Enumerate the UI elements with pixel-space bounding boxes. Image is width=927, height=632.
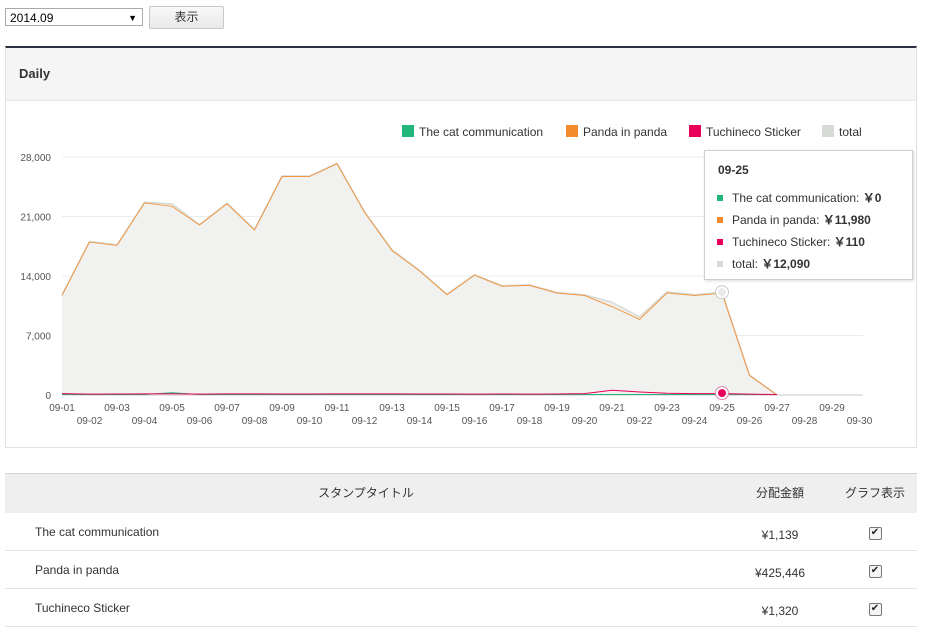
tooltip-row-panda: Panda in panda: ￥11,980 — [717, 211, 871, 228]
x-tick-label: 09-11 — [325, 403, 350, 414]
x-tick-label: 09-05 — [159, 403, 185, 414]
x-tick-label: 09-23 — [654, 403, 680, 414]
legend-swatch — [402, 125, 414, 137]
x-tick-label: 09-30 — [847, 416, 873, 427]
x-tick-label: 09-07 — [214, 403, 240, 414]
total-highlight-marker — [716, 286, 728, 299]
header-stamp-title: スタンプタイトル — [318, 486, 414, 500]
tooltip-value: ￥0 — [862, 191, 882, 205]
x-tick-label: 09-12 — [352, 416, 378, 427]
graph-toggle-checkbox[interactable]: ✔ — [868, 602, 882, 616]
y-tick-label: 21,000 — [20, 213, 51, 224]
x-tick-label: 09-22 — [627, 416, 653, 427]
x-tick-label: 09-27 — [764, 403, 790, 414]
show-button[interactable]: 表示 — [149, 5, 224, 29]
legend-label: The cat communication — [419, 125, 543, 139]
x-tick-label: 09-01 — [49, 403, 75, 414]
tooltip-row-cat: The cat communication: ￥0 — [717, 189, 881, 206]
x-tick-label: 09-13 — [379, 403, 405, 414]
tooltip-label: Tuchineco Sticker: — [732, 235, 831, 249]
x-tick-label: 09-28 — [792, 416, 818, 427]
graph-toggle-checkbox[interactable]: ✔ — [868, 564, 882, 578]
table-row: Tuchineco Sticker ¥1,320 ✔ — [5, 589, 917, 627]
y-tick-label: 0 — [45, 391, 51, 402]
daily-chart-panel: Daily 28,000 21,000 14,000 7,000 0 09-01 09-03… — [5, 46, 917, 448]
tooltip-value: ￥110 — [833, 235, 865, 249]
x-tick-label: 09-20 — [572, 416, 598, 427]
x-tick-label: 09-02 — [77, 416, 103, 427]
tooltip-row-total: total: ￥12,090 — [717, 255, 810, 272]
cat-color-dot — [717, 194, 723, 201]
month-select-value: 2014.09 — [10, 11, 54, 25]
x-tick-label: 09-26 — [737, 416, 763, 427]
total-highlight-ring — [715, 285, 729, 300]
table-row: The cat communication ¥1,139 ✔ — [5, 513, 917, 551]
toolbar: 2014.09 ▼ 表示 — [5, 5, 224, 29]
row-amount: ¥1,139 — [761, 527, 799, 542]
tooltip-date: 09-25 — [718, 163, 749, 177]
header-graph: グラフ表示 — [844, 486, 905, 500]
tuchineco-color-dot — [717, 238, 723, 245]
cat-series-line — [62, 392, 777, 395]
row-title: Tuchineco Sticker — [35, 600, 130, 615]
x-tick-label: 09-08 — [242, 416, 268, 427]
x-tick-label: 09-09 — [269, 403, 295, 414]
tooltip-label: total: — [732, 257, 759, 271]
row-amount: ¥425,446 — [754, 565, 806, 580]
y-tick-label: 7,000 — [26, 332, 51, 343]
x-tick-label: 09-04 — [132, 416, 158, 427]
x-tick-label: 09-15 — [434, 403, 460, 414]
table-header: スタンプタイトル 分配金額 グラフ表示 — [5, 474, 917, 513]
month-select[interactable]: 2014.09 ▼ — [5, 8, 143, 26]
header-amount: 分配金額 — [755, 486, 804, 500]
tuchineco-highlight-ring — [715, 386, 729, 401]
x-tick-label: 09-16 — [462, 416, 488, 427]
legend-label: total — [839, 125, 862, 139]
tooltip-label: The cat communication: — [732, 191, 860, 205]
panel-title: Daily — [6, 48, 916, 101]
legend-label: Panda in panda — [583, 125, 667, 139]
y-tick-label: 28,000 — [20, 153, 51, 164]
row-amount: ¥1,320 — [761, 603, 799, 618]
x-tick-label: 09-19 — [544, 403, 570, 414]
legend-swatch — [566, 125, 578, 137]
tuchineco-highlight-marker — [716, 387, 728, 400]
x-tick-label: 09-25 — [709, 403, 735, 414]
tooltip-row-tuchineco: Tuchineco Sticker: ￥110 — [717, 233, 865, 250]
graph-toggle-checkbox[interactable]: ✔ — [868, 526, 882, 540]
legend-swatch — [689, 125, 701, 137]
tooltip-value: ￥11,980 — [822, 213, 871, 227]
y-tick-label: 14,000 — [20, 272, 51, 283]
x-tick-label: 09-03 — [104, 403, 130, 414]
row-title: Panda in panda — [35, 562, 120, 577]
x-tick-label: 09-29 — [819, 403, 845, 414]
x-tick-label: 09-14 — [407, 416, 433, 427]
x-tick-label: 09-24 — [682, 416, 708, 427]
table-row: Panda in panda ¥425,446 ✔ — [5, 551, 917, 589]
row-title: The cat communication — [35, 524, 160, 539]
tooltip-value: ￥12,090 — [761, 257, 811, 271]
chart-tooltip: 09-25 The cat communication: ￥0 Panda in… — [704, 150, 913, 280]
x-tick-label: 09-17 — [489, 403, 515, 414]
legend-swatch — [822, 125, 834, 137]
legend-label: Tuchineco Sticker — [706, 125, 801, 139]
total-color-dot — [717, 260, 723, 267]
total-area — [62, 163, 777, 395]
tuchineco-series-line — [61, 389, 778, 395]
x-tick-label: 09-18 — [517, 416, 543, 427]
x-tick-label: 09-21 — [599, 403, 625, 414]
x-tick-label: 09-10 — [297, 416, 323, 427]
panda-series-line — [61, 163, 778, 396]
x-tick-label: 09-06 — [187, 416, 213, 427]
panda-color-dot — [717, 216, 723, 223]
tooltip-label: Panda in panda: — [732, 213, 820, 227]
stamp-table: スタンプタイトル 分配金額 グラフ表示 The cat communicatio… — [5, 473, 917, 627]
chevron-down-icon: ▼ — [128, 13, 137, 23]
